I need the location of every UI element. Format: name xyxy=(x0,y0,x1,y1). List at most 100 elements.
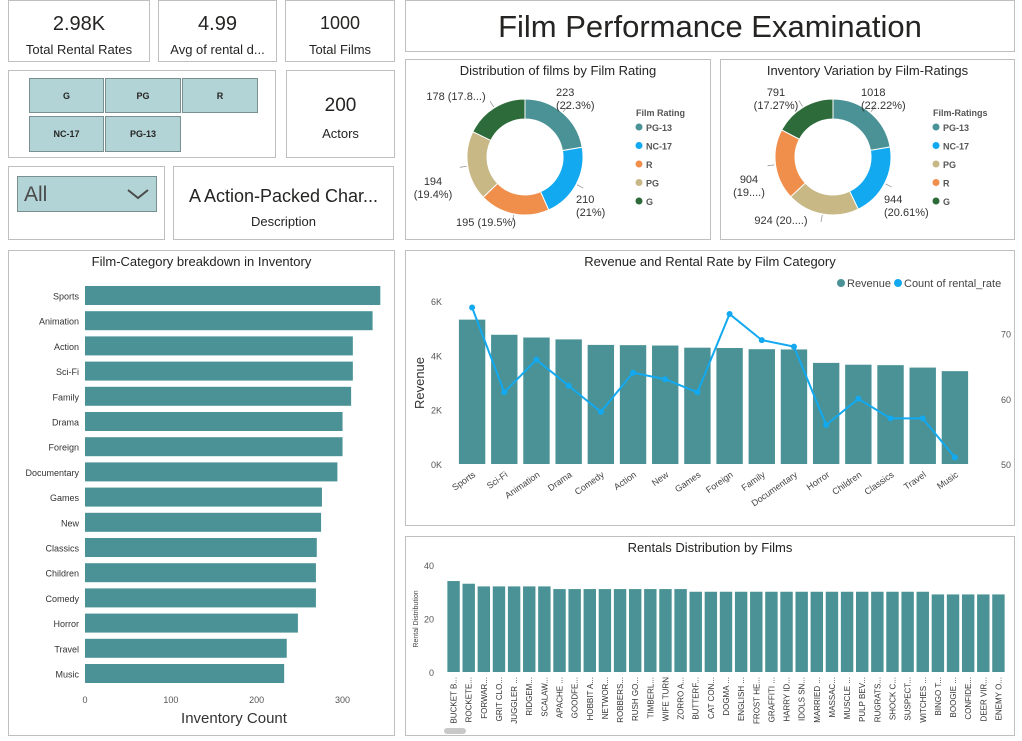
legend-item[interactable]: PG xyxy=(646,179,659,189)
rental-rate-point[interactable] xyxy=(790,343,797,350)
rating-tile-nc17[interactable]: NC-17 xyxy=(29,116,104,152)
revenue-bar[interactable] xyxy=(845,364,872,464)
rating-tile-r[interactable]: R xyxy=(182,78,258,113)
film-bar[interactable] xyxy=(961,594,975,672)
category-bar[interactable] xyxy=(85,563,316,583)
film-bar[interactable] xyxy=(538,586,551,672)
legend-item[interactable]: R xyxy=(943,179,950,189)
legend-item[interactable]: G xyxy=(943,197,950,207)
revenue-bar[interactable] xyxy=(523,337,550,464)
rental-rate-point[interactable] xyxy=(919,415,926,422)
revenue-bar[interactable] xyxy=(652,345,679,464)
legend-item[interactable]: G xyxy=(646,197,653,207)
rental-rate-point[interactable] xyxy=(726,311,733,318)
film-bar[interactable] xyxy=(704,591,718,672)
film-bar[interactable] xyxy=(734,591,748,672)
revenue-bar[interactable] xyxy=(491,334,518,464)
rental-rate-point[interactable] xyxy=(823,421,830,428)
film-bar[interactable] xyxy=(523,586,536,672)
category-bar[interactable] xyxy=(85,664,285,683)
film-bar[interactable] xyxy=(886,591,899,672)
film-bar[interactable] xyxy=(583,589,596,672)
film-bar[interactable] xyxy=(477,586,491,672)
film-bar[interactable] xyxy=(825,591,839,672)
revenue-bar[interactable] xyxy=(458,319,486,464)
category-dropdown[interactable]: All xyxy=(17,176,157,212)
rental-rate-point[interactable] xyxy=(887,415,894,422)
rating-tile-pg[interactable]: PG xyxy=(105,78,181,113)
category-bar[interactable] xyxy=(85,437,343,457)
film-bar[interactable] xyxy=(901,591,914,672)
category-bar[interactable] xyxy=(85,311,373,331)
rental-rate-point[interactable] xyxy=(630,369,637,376)
rental-rate-point[interactable] xyxy=(758,337,765,344)
category-bar[interactable] xyxy=(85,286,381,305)
rental-rate-point[interactable] xyxy=(533,356,540,363)
rental-rate-point[interactable] xyxy=(565,382,572,389)
rental-rate-point[interactable] xyxy=(951,454,958,461)
film-bar[interactable] xyxy=(659,589,672,672)
horizontal-scrollbar[interactable] xyxy=(444,728,466,734)
revenue-bar[interactable] xyxy=(555,339,582,464)
legend-item[interactable]: PG xyxy=(943,160,956,170)
category-bar[interactable] xyxy=(85,638,287,658)
revenue-bar[interactable] xyxy=(619,345,647,464)
revenue-bar[interactable] xyxy=(941,371,969,464)
legend-item[interactable]: R xyxy=(646,160,653,170)
film-bar[interactable] xyxy=(916,591,929,672)
film-bar[interactable] xyxy=(507,586,521,672)
film-bar[interactable] xyxy=(765,591,778,672)
film-bar[interactable] xyxy=(992,594,1005,672)
category-bar[interactable] xyxy=(85,512,322,532)
revenue-bar[interactable] xyxy=(748,349,775,464)
donut-slice-g[interactable] xyxy=(472,98,526,142)
film-bar[interactable] xyxy=(689,591,702,672)
category-bar[interactable] xyxy=(85,613,298,633)
legend-item[interactable]: PG-13 xyxy=(943,123,969,133)
film-bar[interactable] xyxy=(553,589,566,672)
rental-rate-point[interactable] xyxy=(469,304,476,311)
rating-tile-pg13[interactable]: PG-13 xyxy=(105,116,181,152)
donut-slice-g[interactable] xyxy=(781,98,834,140)
category-bar[interactable] xyxy=(85,386,352,406)
rental-rate-point[interactable] xyxy=(662,376,669,383)
film-bar[interactable] xyxy=(644,589,657,672)
film-bar[interactable] xyxy=(628,589,642,672)
film-bar[interactable] xyxy=(674,589,687,672)
rental-rate-point[interactable] xyxy=(501,389,508,396)
legend-item[interactable]: Revenue xyxy=(847,278,891,290)
revenue-bar[interactable] xyxy=(684,347,711,464)
film-bar[interactable] xyxy=(462,583,475,672)
film-bar[interactable] xyxy=(598,589,612,672)
film-bar[interactable] xyxy=(492,586,506,672)
legend-item[interactable]: NC-17 xyxy=(646,142,672,152)
category-bar[interactable] xyxy=(85,538,317,557)
film-bar[interactable] xyxy=(613,589,627,672)
legend-item[interactable]: NC-17 xyxy=(943,142,969,152)
donut-slice-r[interactable] xyxy=(774,129,807,198)
film-bar[interactable] xyxy=(750,591,763,672)
film-bar[interactable] xyxy=(946,594,960,672)
category-bar[interactable] xyxy=(85,588,316,608)
legend-item[interactable]: Count of rental_rate xyxy=(904,278,1001,290)
film-bar[interactable] xyxy=(447,581,460,672)
rental-rate-point[interactable] xyxy=(597,408,604,415)
film-bar[interactable] xyxy=(810,591,824,672)
film-bar[interactable] xyxy=(977,594,990,672)
revenue-bar[interactable] xyxy=(812,362,840,464)
donut-slice-pg[interactable] xyxy=(466,130,499,198)
film-bar[interactable] xyxy=(931,594,945,672)
film-bar[interactable] xyxy=(795,591,808,672)
rating-tile-g[interactable]: G xyxy=(29,78,104,113)
film-bar[interactable] xyxy=(871,591,884,672)
category-bar[interactable] xyxy=(85,487,322,507)
category-bar[interactable] xyxy=(85,462,338,482)
film-bar[interactable] xyxy=(840,591,854,672)
rental-rate-point[interactable] xyxy=(694,389,701,396)
legend-item[interactable]: PG-13 xyxy=(646,123,672,133)
film-bar[interactable] xyxy=(856,591,869,672)
film-bar[interactable] xyxy=(568,589,581,672)
category-bar[interactable] xyxy=(85,361,353,381)
category-bar[interactable] xyxy=(85,336,353,356)
film-bar[interactable] xyxy=(719,591,733,672)
